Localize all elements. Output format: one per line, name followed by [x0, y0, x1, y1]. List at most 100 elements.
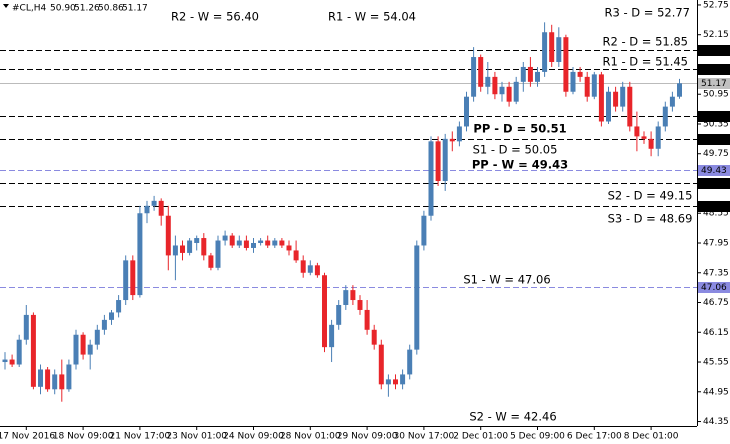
current-price-label: 51.17: [701, 79, 727, 89]
pivot-label: S2 - D = 49.15: [608, 189, 693, 203]
candle-body: [527, 66, 533, 82]
x-tick-label: 28 Nov 01:00: [280, 432, 341, 442]
candle-body: [151, 200, 157, 206]
candle-body: [272, 240, 278, 246]
candle-body: [101, 319, 107, 330]
candle-body: [556, 37, 562, 62]
pivot-label: S3 - D = 48.69: [608, 212, 693, 226]
candle-body: [648, 138, 654, 149]
candle-body: [421, 215, 427, 246]
candle-body: [485, 76, 491, 87]
candle-body: [393, 379, 398, 385]
y-tick-label: 47.95: [703, 239, 729, 249]
x-tick-label: 29 Nov 09:00: [337, 432, 398, 442]
y-tick-label: 47.35: [703, 268, 729, 278]
candle-body: [172, 245, 178, 256]
candle-body: [116, 300, 122, 313]
symbol-icon: [3, 4, 9, 8]
candle-body: [343, 290, 349, 305]
candle-body: [329, 324, 335, 348]
pivot-label: S2 - W = 42.46: [469, 410, 556, 424]
price-box: [698, 178, 730, 189]
y-tick-label: 46.15: [703, 328, 729, 338]
candle-body: [535, 71, 540, 82]
candle-body: [357, 300, 363, 310]
candle-body: [45, 369, 51, 390]
price-box-label: 50.51: [701, 112, 727, 122]
pivot-label: R3 - D = 52.77: [605, 6, 691, 20]
candle-body: [350, 290, 356, 301]
price-box-label: 49.15: [701, 179, 727, 189]
candle-body: [165, 215, 171, 256]
candle-body: [279, 240, 285, 246]
candle-body: [385, 379, 391, 385]
x-tick-label: 24 Nov 09:00: [223, 432, 284, 442]
quote-close: 51.17: [122, 4, 148, 14]
candle-body: [38, 369, 43, 387]
quote-high: 51.26: [74, 4, 100, 14]
y-tick-label: 52.75: [703, 0, 729, 10]
candle-body: [456, 126, 462, 142]
candle-body: [194, 238, 200, 244]
candle-body: [506, 86, 512, 102]
y-tick-label: 44.35: [703, 417, 729, 427]
candle-body: [251, 243, 256, 248]
candle-body: [215, 240, 221, 268]
candle-body: [662, 106, 668, 127]
candle-body: [2, 359, 8, 363]
candle-body: [59, 374, 65, 390]
price-box: [698, 134, 730, 145]
candle-body: [336, 304, 342, 325]
candle-body: [236, 240, 242, 246]
candle-body: [9, 359, 15, 365]
candle-body: [229, 235, 235, 246]
x-tick-label: 2 Dec 01:00: [453, 432, 508, 442]
x-tick-label: 8 Dec 01:00: [624, 432, 679, 442]
price-box: [698, 282, 730, 293]
candle-body: [464, 96, 469, 127]
candle-body: [407, 349, 413, 375]
candle-body: [492, 76, 498, 95]
candle-body: [243, 240, 249, 248]
candle-body: [634, 126, 640, 137]
x-tick-label: 6 Dec 17:00: [567, 432, 622, 442]
price-box: [698, 111, 730, 122]
candle-body: [201, 238, 207, 256]
candle-body: [109, 312, 114, 320]
candle-body: [606, 91, 611, 122]
candle-body: [16, 339, 22, 365]
candle-body: [598, 74, 604, 122]
pivot-label: R2 - D = 51.85: [603, 35, 689, 49]
candle-body: [293, 250, 299, 261]
candle-body: [258, 240, 264, 244]
candle-body: [222, 235, 228, 241]
y-tick-label: 46.75: [703, 298, 729, 308]
candle-body: [627, 86, 633, 127]
candle-body: [499, 86, 505, 95]
candle-body: [73, 334, 79, 365]
candle-body: [584, 76, 590, 97]
pivot-label: S1 - W = 47.06: [463, 273, 550, 287]
current-price-box: [698, 78, 730, 89]
candle-body: [307, 265, 313, 273]
candle-body: [641, 136, 647, 139]
candle-body: [137, 213, 143, 296]
candle-body: [549, 32, 555, 62]
price-box-label: 51.45: [701, 65, 727, 75]
pivot-label: R1 - W = 54.04: [328, 10, 416, 24]
x-tick-label: 17 Nov 2016: [0, 432, 55, 442]
pivot-label: R1 - D = 51.45: [603, 55, 689, 69]
candle-body: [144, 205, 150, 214]
candle-body: [23, 314, 29, 340]
candle-body: [87, 344, 93, 355]
candle-body: [371, 329, 377, 345]
price-box: [698, 165, 730, 176]
y-tick-label: 52.15: [703, 30, 729, 40]
candle-body: [364, 309, 370, 330]
pivot-label: PP - W = 49.43: [472, 158, 568, 172]
candle-body: [300, 260, 306, 273]
candle-body: [513, 81, 519, 102]
candle-body: [314, 265, 320, 276]
candle-body: [208, 255, 214, 268]
